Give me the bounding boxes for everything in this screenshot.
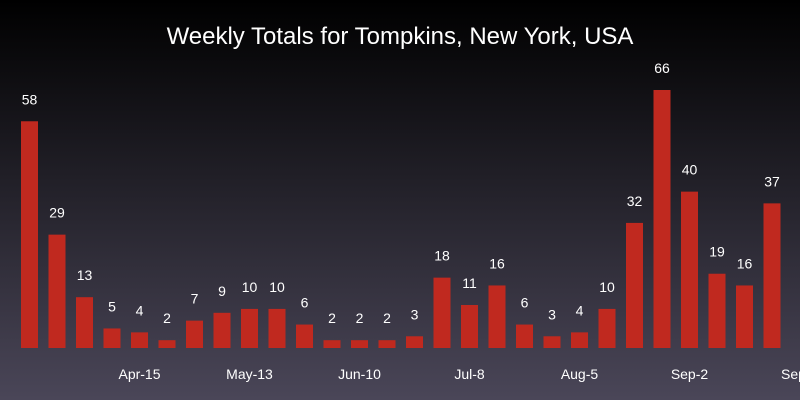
data-label: 10 (599, 279, 615, 295)
bar (461, 305, 478, 348)
data-label: 16 (489, 255, 505, 271)
bar (598, 308, 616, 348)
data-label: 13 (77, 267, 93, 283)
bar (351, 340, 368, 348)
data-label: 37 (764, 173, 780, 189)
x-tick-label: Jul-8 (454, 366, 485, 382)
data-label: 29 (49, 205, 65, 221)
x-tick-label: Apr-15 (118, 366, 160, 382)
x-tick-label: May-13 (226, 366, 273, 382)
bar (131, 332, 148, 348)
bar (653, 90, 671, 348)
data-label: 2 (356, 310, 364, 326)
data-label: 16 (737, 255, 753, 271)
data-label: 32 (627, 193, 643, 209)
data-label: 2 (328, 310, 336, 326)
data-label: 10 (269, 279, 285, 295)
data-label: 9 (218, 283, 226, 299)
bar (76, 297, 93, 348)
bar (736, 285, 753, 348)
bar (103, 328, 121, 348)
bar (158, 340, 176, 348)
data-label: 66 (654, 60, 670, 76)
data-label: 2 (163, 310, 171, 326)
bar (516, 324, 533, 348)
bar (681, 191, 698, 348)
bar (626, 222, 643, 348)
data-label: 18 (434, 248, 450, 264)
bar (48, 234, 66, 348)
data-label: 10 (242, 279, 258, 295)
bar (708, 273, 726, 348)
bar (378, 340, 396, 348)
data-label: 3 (411, 306, 419, 322)
x-tick-label: Aug-5 (561, 366, 599, 382)
data-label: 19 (709, 244, 725, 260)
bar (763, 203, 781, 348)
bar (433, 277, 451, 348)
data-label: 4 (136, 302, 144, 318)
bar (213, 312, 231, 348)
bar (406, 336, 423, 348)
data-label: 58 (22, 91, 38, 107)
data-label: 5 (108, 298, 116, 314)
bar (268, 308, 286, 348)
bar (21, 121, 38, 348)
data-label: 4 (576, 302, 584, 318)
bar (571, 332, 588, 348)
data-label: 7 (191, 291, 199, 307)
data-label: 3 (548, 306, 556, 322)
bar (323, 340, 341, 348)
data-label: 11 (462, 275, 477, 291)
data-label: 6 (521, 295, 529, 311)
x-tick-label: Sep-2 (671, 366, 709, 382)
data-label: 40 (682, 162, 698, 178)
data-label: 6 (301, 295, 309, 311)
bar (543, 336, 561, 348)
bar (488, 285, 506, 348)
data-label: 2 (383, 310, 391, 326)
x-tick-label: Sep (781, 366, 800, 382)
bar (186, 320, 203, 348)
chart-title: Weekly Totals for Tompkins, New York, US… (167, 23, 634, 50)
bar (241, 308, 258, 348)
x-tick-label: Jun-10 (338, 366, 381, 382)
bar (296, 324, 313, 348)
